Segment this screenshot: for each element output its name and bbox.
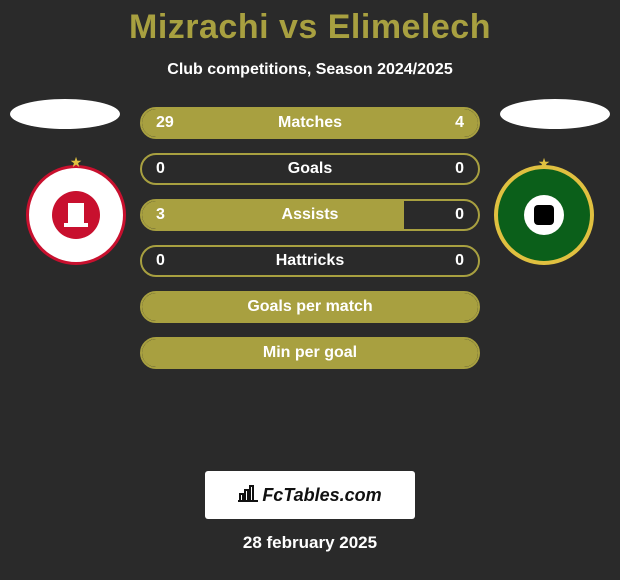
stat-row: Goals per match bbox=[140, 291, 480, 323]
soccer-ball-icon bbox=[524, 195, 564, 235]
stat-label: Hattricks bbox=[142, 252, 478, 270]
infographic-card: Mizrachi vs Elimelech Club competitions,… bbox=[0, 0, 620, 580]
main-area: ★ ★ 294Matches 00Goals 30Assists 00Hattrick… bbox=[10, 107, 610, 467]
stats-list: 294Matches 00Goals 30Assists 00Hattricks Goa… bbox=[140, 107, 480, 383]
page-title: Mizrachi vs Elimelech bbox=[10, 0, 610, 47]
stat-label: Goals per match bbox=[142, 298, 478, 316]
stat-row: 00Goals bbox=[140, 153, 480, 185]
date-label: 28 february 2025 bbox=[10, 533, 610, 553]
subtitle: Club competitions, Season 2024/2025 bbox=[10, 61, 610, 79]
player-photo-placeholder-left bbox=[10, 99, 120, 129]
chart-icon bbox=[238, 484, 258, 507]
stat-row: 294Matches bbox=[140, 107, 480, 139]
star-icon: ★ bbox=[70, 154, 83, 171]
club-crest-icon bbox=[46, 185, 106, 245]
stat-row: 00Hattricks bbox=[140, 245, 480, 277]
stat-label: Goals bbox=[142, 160, 478, 178]
team-logo-left: ★ bbox=[26, 165, 126, 265]
stat-row: 30Assists bbox=[140, 199, 480, 231]
stat-row: Min per goal bbox=[140, 337, 480, 369]
team-logo-right: ★ bbox=[494, 165, 594, 265]
hapoel-beer-sheva-logo: ★ bbox=[26, 165, 126, 265]
attribution-text: FcTables.com bbox=[262, 485, 381, 506]
stat-label: Min per goal bbox=[142, 344, 478, 362]
player-photo-placeholder-right bbox=[500, 99, 610, 129]
star-icon: ★ bbox=[538, 155, 551, 172]
maccabi-haifa-logo: ★ bbox=[494, 165, 594, 265]
attribution-badge: FcTables.com bbox=[205, 471, 415, 519]
stat-label: Matches bbox=[142, 114, 478, 132]
stat-label: Assists bbox=[142, 206, 478, 224]
